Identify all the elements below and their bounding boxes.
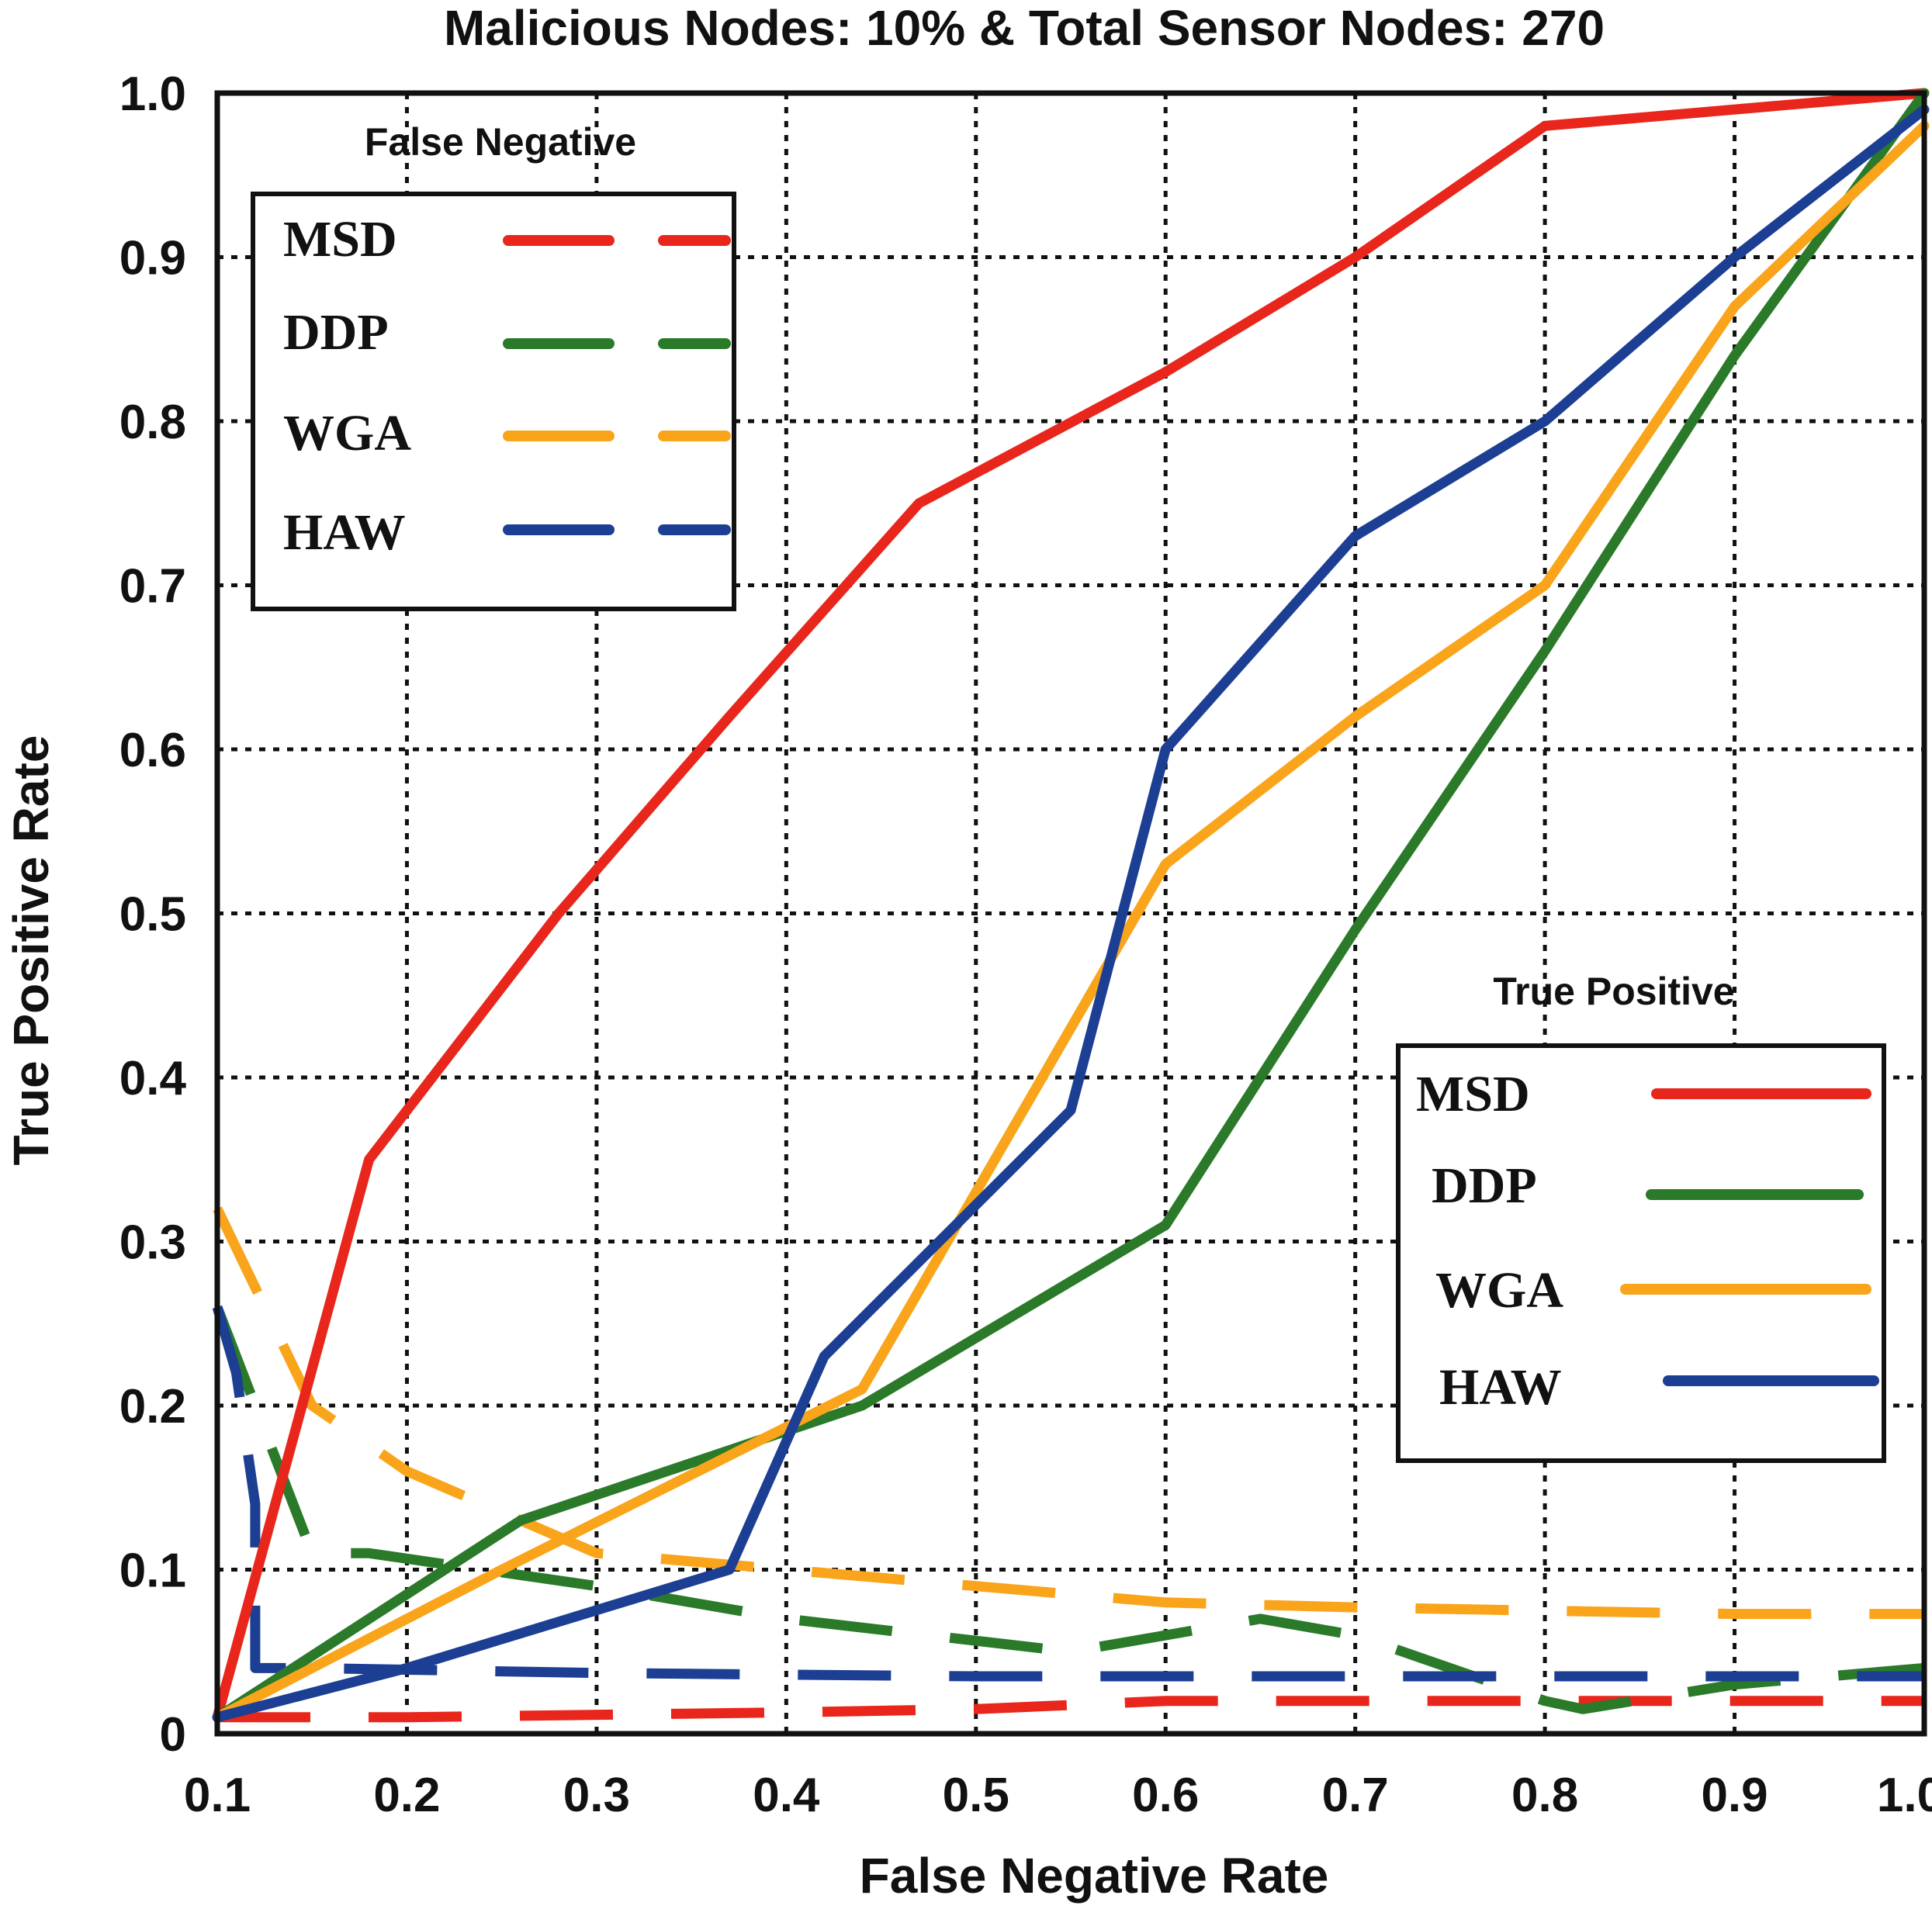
legend-true-positive: True Positive MSD DDP WGA HAW: [1396, 970, 1886, 1463]
x-tick-label-9: 1.0: [1877, 1769, 1932, 1822]
series-ddp-false-negative: [212, 1305, 1925, 1714]
y-tick-label-3: 0.3: [119, 1216, 186, 1270]
legend-tp-label-msd: MSD: [1416, 1066, 1530, 1122]
legend-tp-label-wga: WGA: [1435, 1262, 1563, 1319]
series-msd-false-negative: [217, 1696, 1924, 1723]
y-axis-label: True Positive Rate: [3, 735, 59, 1166]
legend-fn-label-ddp: DDP: [283, 304, 389, 361]
chart-title: Malicious Nodes: 10% & Total Sensor Node…: [444, 0, 1605, 56]
plot-frame: [214, 90, 1927, 1737]
series-wga-false-negative: [213, 1206, 1924, 1620]
x-tick-label-6: 0.7: [1322, 1769, 1389, 1822]
x-axis-label: False Negative Rate: [860, 1848, 1329, 1904]
x-tick-label-5: 0.6: [1132, 1769, 1199, 1822]
legend-false-negative-title: False Negative: [365, 120, 636, 164]
legend-false-negative-box: [251, 192, 736, 611]
series-wga-true-positive: [212, 120, 1930, 1723]
x-tick-label-3: 0.4: [753, 1769, 820, 1822]
x-tick-label-1: 0.2: [373, 1769, 440, 1822]
legend-true-positive-box: [1396, 1043, 1886, 1463]
y-axis-ticks: 0 0.1 0.2 0.3 0.4 0.5 0.6 0.7 0.8 0.9 1.0: [119, 67, 187, 1762]
series-ddp-true-positive: [212, 88, 1930, 1723]
legend-true-positive-title: True Positive: [1493, 970, 1734, 1013]
x-tick-label-8: 0.9: [1701, 1769, 1768, 1822]
y-tick-label-5: 0.5: [119, 888, 186, 942]
series-lines: [212, 88, 1930, 1723]
x-tick-label-4: 0.5: [943, 1769, 1009, 1822]
y-tick-label-7: 0.7: [119, 560, 186, 614]
x-tick-label-2: 0.3: [563, 1769, 630, 1822]
series-haw-true-positive: [212, 104, 1930, 1723]
legend-fn-label-wga: WGA: [283, 405, 411, 462]
y-tick-label-4: 0.4: [119, 1052, 187, 1105]
legend-false-negative: False Negative MSD DDP WGA HAW: [251, 120, 736, 611]
y-tick-label-2: 0.2: [119, 1380, 186, 1434]
y-tick-label-10: 1.0: [119, 67, 186, 121]
y-tick-label-0: 0: [160, 1708, 186, 1762]
y-tick-label-8: 0.8: [119, 396, 186, 449]
x-tick-label-0: 0.1: [184, 1769, 251, 1822]
legend-fn-label-haw: HAW: [283, 504, 406, 561]
x-axis-ticks: 0.1 0.2 0.3 0.4 0.5 0.6 0.7 0.8 0.9 1.0: [184, 1769, 1932, 1822]
legend-fn-label-msd: MSD: [283, 211, 397, 268]
y-tick-label-6: 0.6: [119, 724, 186, 777]
series-msd-true-positive: [212, 88, 1930, 1723]
x-tick-label-7: 0.8: [1511, 1769, 1578, 1822]
y-tick-label-1: 0.1: [119, 1544, 186, 1598]
y-tick-label-9: 0.9: [119, 232, 186, 285]
legend-tp-label-ddp: DDP: [1432, 1157, 1537, 1214]
legend-tp-label-haw: HAW: [1439, 1359, 1562, 1416]
